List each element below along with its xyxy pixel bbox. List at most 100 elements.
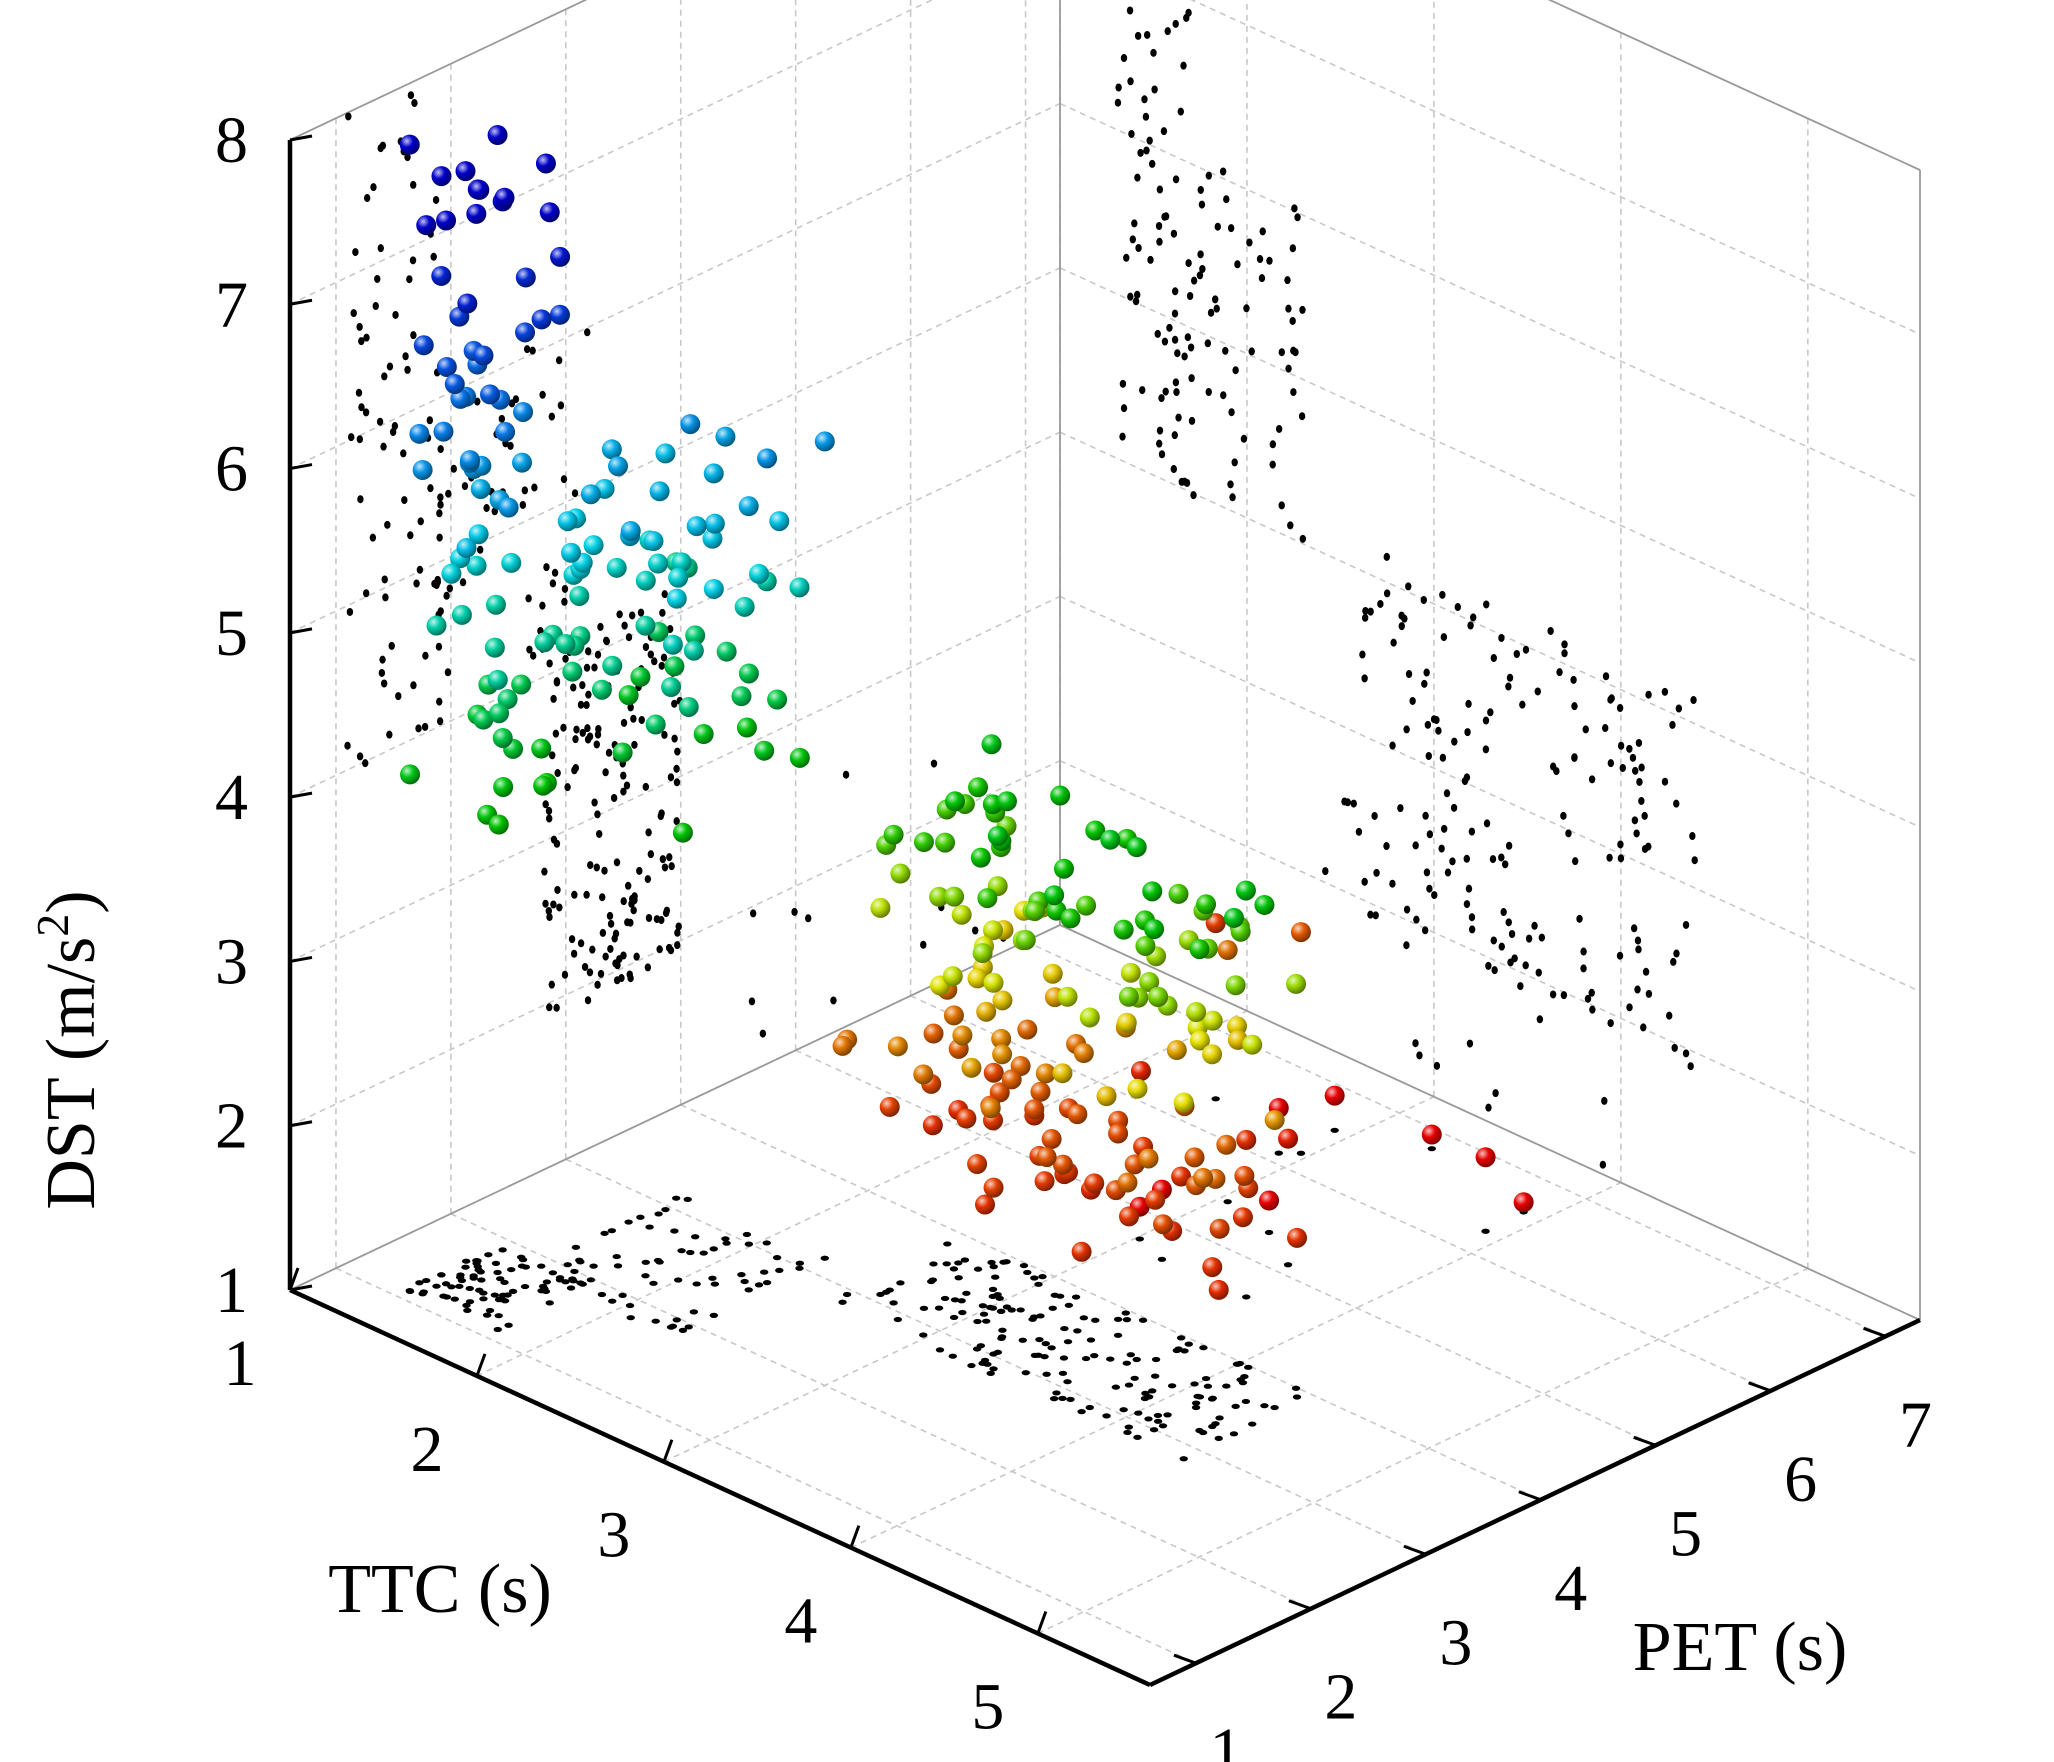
wall-projection-point: [1449, 857, 1456, 866]
data-sphere: [399, 134, 420, 155]
wall-projection-point: [606, 911, 614, 920]
wall-projection-point: [422, 651, 429, 660]
floor-projection-point: [1085, 1404, 1094, 1411]
wall-projection-point: [1129, 235, 1137, 244]
wall-projection-point: [1170, 465, 1178, 474]
wall-projection-point: [1602, 672, 1610, 681]
wall-projection-point: [586, 968, 594, 977]
data-sphere: [512, 452, 533, 473]
wall-projection-point: [1147, 255, 1154, 264]
data-sphere: [431, 265, 452, 286]
wall-projection-point: [1197, 185, 1204, 194]
floor-projection-point: [1086, 1337, 1096, 1343]
floor-projection-point: [1153, 1412, 1163, 1419]
wall-projection-point: [1373, 868, 1380, 877]
wall-projection-point: [1131, 219, 1138, 228]
data-sphere: [1060, 908, 1081, 929]
wall-projection-point: [1608, 694, 1615, 703]
wall-projection-point: [542, 800, 549, 809]
wall-projection-point: [1397, 804, 1404, 813]
wall-projection-point: [1126, 6, 1134, 15]
wall-projection-point: [1634, 936, 1642, 945]
data-sphere: [441, 563, 462, 584]
wall-projection-point: [344, 741, 351, 750]
data-sphere: [1084, 1173, 1105, 1194]
floor-projection-point: [762, 1280, 772, 1286]
floor-projection-point: [1208, 1423, 1217, 1430]
wall-projection-point: [603, 637, 610, 646]
floor-grid-line: [450, 1213, 1312, 1610]
data-sphere: [1116, 1012, 1137, 1033]
data-sphere: [1475, 1147, 1496, 1168]
wall-projection-point: [1207, 308, 1215, 317]
floor-projection-point: [689, 1309, 699, 1315]
wall-projection-point: [1243, 304, 1250, 313]
frame-edge: [289, 0, 588, 141]
data-sphere: [635, 570, 656, 591]
floor-projection-point: [548, 1270, 558, 1276]
floor-projection-point: [1018, 1337, 1027, 1343]
wall-projection-point: [1170, 229, 1178, 238]
wall-projection-point: [380, 442, 387, 451]
wall-projection-point: [1505, 682, 1512, 691]
data-sphere: [444, 374, 465, 395]
floor-projection-point: [1167, 1383, 1177, 1389]
wall-projection-point: [1588, 988, 1595, 997]
wall-projection-point: [1219, 167, 1227, 176]
floor-projection-point: [1111, 1384, 1121, 1390]
wall-projection-point: [583, 663, 591, 672]
z-tick-mark: [289, 134, 313, 142]
wall-projection-point: [1617, 854, 1625, 863]
wall-projection-point: [416, 565, 424, 574]
data-sphere: [1189, 939, 1210, 960]
wall-projection-point: [545, 906, 553, 915]
data-sphere: [1259, 1190, 1280, 1211]
wall-projection-point: [1137, 148, 1144, 157]
floor-projection-point: [986, 1370, 995, 1376]
floor-projection-point: [934, 1305, 944, 1311]
wall-projection-point: [356, 752, 364, 761]
data-sphere: [495, 421, 516, 442]
wall-projection-point: [1359, 650, 1366, 659]
wall-projection-point: [392, 310, 399, 319]
wall-projection-point: [1505, 841, 1513, 850]
wall-projection-point: [1638, 763, 1645, 772]
data-sphere: [716, 641, 737, 662]
wall-projection-point: [1269, 440, 1277, 449]
wall-projection-point: [1223, 195, 1230, 204]
wall-projection-point: [1549, 990, 1557, 999]
floor-projection-point: [1002, 1304, 1012, 1310]
data-sphere: [1041, 1129, 1062, 1150]
wall-projection-point: [571, 489, 579, 498]
wall-projection-point: [1482, 745, 1490, 754]
data-sphere: [473, 345, 494, 366]
wall-projection-point: [1423, 668, 1430, 677]
floor-projection-point: [942, 1261, 951, 1267]
data-sphere: [649, 481, 670, 502]
data-sphere: [1050, 785, 1071, 806]
data-sphere: [451, 604, 472, 625]
data-sphere: [738, 496, 759, 517]
data-sphere: [494, 187, 515, 208]
wall-projection-point: [1171, 309, 1179, 318]
wall-projection-point: [1468, 925, 1476, 934]
z-tick-label: 6: [215, 433, 248, 506]
floor-projection-point: [473, 1258, 482, 1264]
wall-projection-point: [1468, 827, 1476, 836]
floor-projection-point: [989, 1366, 998, 1372]
y-axis-title: PET (s): [1633, 1609, 1848, 1686]
data-sphere: [1193, 1167, 1214, 1188]
data-sphere: [1242, 1034, 1263, 1055]
wall-projection-point: [550, 694, 557, 703]
x-tick-mark: [849, 1525, 861, 1549]
data-sphere: [702, 528, 723, 549]
wall-projection-point: [545, 806, 553, 815]
floor-projection-point: [447, 1284, 456, 1290]
wall-projection-point: [642, 643, 650, 652]
data-sphere: [412, 459, 433, 480]
data-sphere: [975, 1194, 996, 1215]
wall-projection-point: [647, 650, 655, 659]
floor-projection-point: [1113, 1332, 1123, 1338]
wall-projection-point: [1485, 961, 1492, 970]
data-sphere: [635, 615, 656, 636]
